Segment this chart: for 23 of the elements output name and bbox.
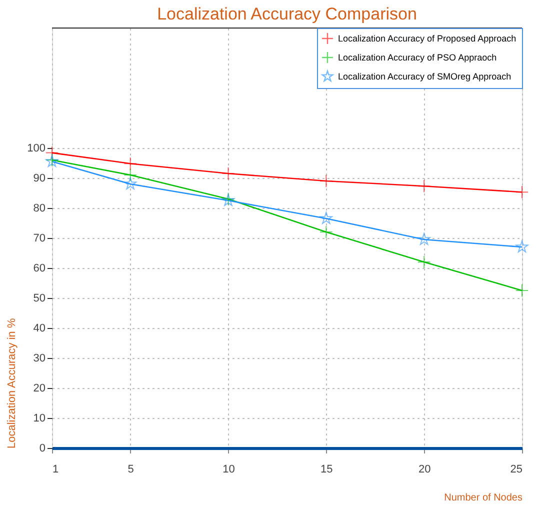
legend-label: Localization Accuracy of SMOreg Approach: [338, 72, 512, 82]
x-tick-label: 10: [222, 464, 235, 476]
y-axis-title: Localization Accuracy in %: [6, 318, 18, 448]
y-tick-label: 80: [33, 202, 46, 214]
y-tick-label: 30: [33, 352, 46, 364]
legend-label: Localization Accuracy of PSO Appraoch: [338, 52, 497, 62]
y-tick-label: 0: [39, 442, 46, 454]
y-tick-label: 10: [33, 412, 46, 424]
x-axis-title: Number of Nodes: [444, 492, 522, 504]
x-tick-label: 20: [418, 464, 431, 476]
legend-label: Localization Accuracy of Proposed Approach: [338, 34, 516, 44]
y-tick-label: 50: [33, 292, 46, 304]
y-tick-label: 40: [33, 322, 46, 334]
y-tick-label: 20: [33, 382, 46, 394]
x-tick-label: 1: [52, 464, 59, 476]
x-tick-label: 15: [320, 464, 333, 476]
y-tick-label: 60: [33, 262, 46, 274]
chart-title: Localization Accuracy Comparison: [157, 4, 417, 24]
y-tick-label: 90: [33, 172, 46, 184]
x-tick-label: 5: [128, 464, 134, 476]
y-tick-label: 100: [27, 142, 46, 154]
y-tick-label: 70: [33, 232, 46, 244]
x-tick-label: 25: [510, 464, 522, 476]
